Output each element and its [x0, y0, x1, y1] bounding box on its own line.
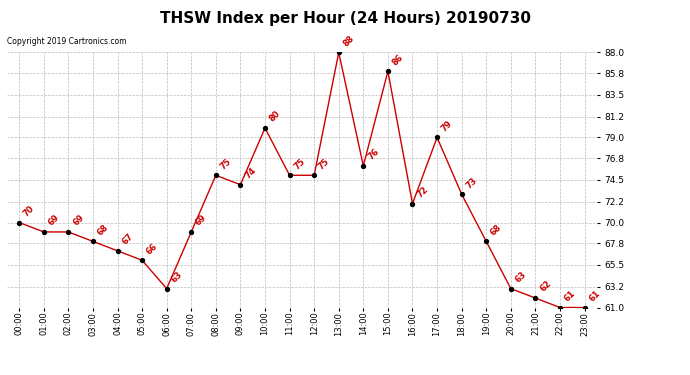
Point — [88, 238, 99, 244]
Text: 66: 66 — [145, 242, 159, 256]
Point — [284, 172, 295, 178]
Point — [308, 172, 319, 178]
Text: 69: 69 — [46, 213, 61, 228]
Text: 74: 74 — [243, 166, 258, 180]
Text: 80: 80 — [268, 110, 282, 124]
Text: 73: 73 — [464, 176, 479, 190]
Text: Copyright 2019 Cartronics.com: Copyright 2019 Cartronics.com — [7, 38, 126, 46]
Point — [161, 286, 172, 292]
Point — [14, 219, 25, 225]
Text: 79: 79 — [440, 119, 454, 134]
Text: 75: 75 — [317, 156, 331, 171]
Text: 70: 70 — [22, 204, 37, 218]
Text: 62: 62 — [538, 279, 553, 294]
Point — [210, 172, 221, 178]
Point — [382, 68, 393, 74]
Text: 63: 63 — [513, 270, 528, 285]
Point — [112, 248, 123, 254]
Text: 76: 76 — [366, 147, 381, 162]
Text: 68: 68 — [96, 223, 110, 237]
Text: THSW  (°F): THSW (°F) — [558, 36, 609, 45]
Point — [481, 238, 492, 244]
Text: 75: 75 — [219, 156, 233, 171]
Text: THSW Index per Hour (24 Hours) 20190730: THSW Index per Hour (24 Hours) 20190730 — [159, 11, 531, 26]
Text: 75: 75 — [293, 156, 307, 171]
Point — [259, 125, 270, 131]
Point — [333, 50, 344, 55]
Point — [530, 295, 541, 301]
Text: 61: 61 — [563, 289, 578, 303]
Text: 69: 69 — [194, 213, 208, 228]
Point — [63, 229, 74, 235]
Point — [358, 163, 369, 169]
Text: 61: 61 — [587, 289, 602, 303]
Text: 67: 67 — [120, 232, 135, 247]
Point — [38, 229, 49, 235]
Point — [555, 304, 566, 310]
Text: 69: 69 — [71, 213, 86, 228]
Point — [137, 257, 148, 263]
Point — [579, 304, 590, 310]
Point — [235, 182, 246, 188]
Point — [456, 191, 467, 197]
Text: 86: 86 — [391, 53, 405, 67]
Text: 63: 63 — [170, 270, 184, 285]
Text: 68: 68 — [489, 223, 504, 237]
Point — [505, 286, 516, 292]
Point — [431, 135, 442, 141]
Point — [407, 201, 418, 207]
Point — [186, 229, 197, 235]
Text: 72: 72 — [415, 185, 430, 200]
Text: 88: 88 — [342, 34, 356, 48]
